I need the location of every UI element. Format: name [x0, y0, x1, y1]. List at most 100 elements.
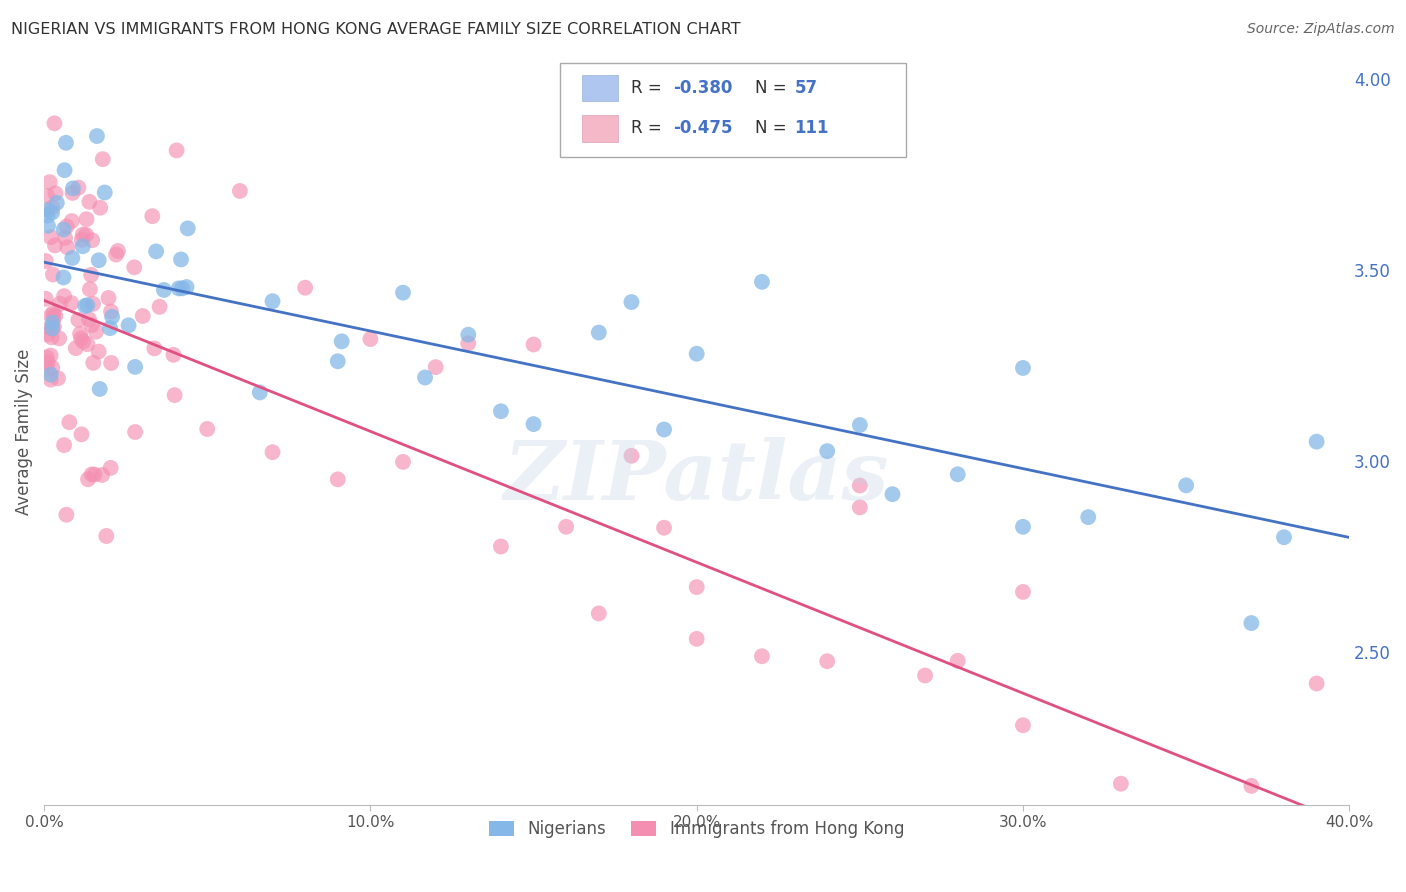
- Point: [89, 201, 111, 215]
- Point: [1109, 777, 1132, 791]
- Point: [100, 304, 122, 318]
- Point: [914, 668, 936, 682]
- Point: [686, 580, 709, 594]
- Point: [652, 521, 675, 535]
- Point: [1012, 585, 1035, 599]
- Point: [67, 313, 90, 327]
- Point: [652, 422, 675, 436]
- Point: [1240, 779, 1263, 793]
- Text: Source: ZipAtlas.com: Source: ZipAtlas.com: [1247, 22, 1395, 37]
- Point: [41, 205, 63, 219]
- Point: [75, 227, 97, 242]
- Point: [82, 297, 104, 311]
- Point: [620, 449, 643, 463]
- Point: [100, 356, 122, 370]
- Point: [686, 347, 709, 361]
- Point: [751, 649, 773, 664]
- Point: [1077, 510, 1099, 524]
- Point: [588, 607, 610, 621]
- Point: [229, 184, 252, 198]
- Text: NIGERIAN VS IMMIGRANTS FROM HONG KONG AVERAGE FAMILY SIZE CORRELATION CHART: NIGERIAN VS IMMIGRANTS FROM HONG KONG AV…: [11, 22, 741, 37]
- Point: [413, 370, 436, 384]
- Legend: Nigerians, Immigrants from Hong Kong: Nigerians, Immigrants from Hong Kong: [482, 814, 911, 845]
- Point: [37, 327, 59, 342]
- Point: [815, 444, 838, 458]
- Point: [425, 360, 447, 375]
- Point: [166, 144, 188, 158]
- Point: [522, 337, 544, 351]
- Point: [44, 116, 66, 130]
- Point: [75, 299, 97, 313]
- Point: [132, 309, 155, 323]
- Point: [41, 330, 63, 344]
- Point: [83, 467, 105, 482]
- Point: [49, 296, 72, 310]
- Point: [65, 341, 87, 355]
- Point: [177, 221, 200, 235]
- Point: [39, 321, 62, 335]
- Text: N =: N =: [755, 78, 793, 97]
- Point: [124, 359, 146, 374]
- Point: [60, 251, 83, 265]
- Point: [1012, 718, 1035, 732]
- Point: [849, 417, 872, 432]
- Point: [39, 230, 62, 244]
- Point: [55, 219, 77, 234]
- Point: [67, 180, 90, 194]
- Point: [37, 219, 59, 233]
- Point: [620, 295, 643, 310]
- Point: [39, 349, 62, 363]
- Point: [91, 152, 114, 166]
- Text: 111: 111: [794, 120, 830, 137]
- Point: [946, 467, 969, 482]
- Point: [392, 285, 415, 300]
- Point: [326, 472, 349, 486]
- Point: [41, 360, 63, 375]
- Point: [1012, 361, 1035, 376]
- Point: [392, 455, 415, 469]
- Point: [87, 253, 110, 268]
- Point: [522, 417, 544, 431]
- Point: [69, 326, 91, 341]
- Point: [176, 280, 198, 294]
- Point: [44, 238, 66, 252]
- Point: [153, 283, 176, 297]
- Point: [55, 136, 77, 150]
- Point: [124, 425, 146, 439]
- Point: [89, 382, 111, 396]
- Point: [76, 298, 98, 312]
- Point: [326, 354, 349, 368]
- Point: [359, 332, 381, 346]
- Text: -0.380: -0.380: [673, 78, 733, 97]
- Point: [97, 291, 120, 305]
- Point: [39, 309, 62, 323]
- Point: [489, 404, 512, 418]
- Point: [87, 344, 110, 359]
- Point: [42, 268, 65, 282]
- Text: ZIPatlas: ZIPatlas: [503, 437, 890, 517]
- Point: [141, 209, 163, 223]
- Point: [35, 350, 58, 364]
- Text: N =: N =: [755, 120, 793, 137]
- Point: [82, 233, 104, 247]
- Point: [37, 209, 59, 223]
- Point: [249, 385, 271, 400]
- Point: [262, 294, 284, 309]
- Point: [124, 260, 146, 275]
- Point: [162, 348, 184, 362]
- Point: [72, 334, 94, 349]
- Point: [167, 281, 190, 295]
- Point: [70, 233, 93, 247]
- Point: [44, 186, 66, 201]
- Point: [101, 310, 124, 324]
- Point: [62, 186, 84, 200]
- Point: [44, 309, 66, 323]
- Point: [105, 247, 128, 261]
- Point: [41, 316, 63, 330]
- Point: [37, 355, 59, 369]
- Point: [53, 163, 76, 178]
- Point: [76, 212, 98, 227]
- Point: [41, 200, 63, 214]
- Point: [815, 654, 838, 668]
- Point: [96, 529, 118, 543]
